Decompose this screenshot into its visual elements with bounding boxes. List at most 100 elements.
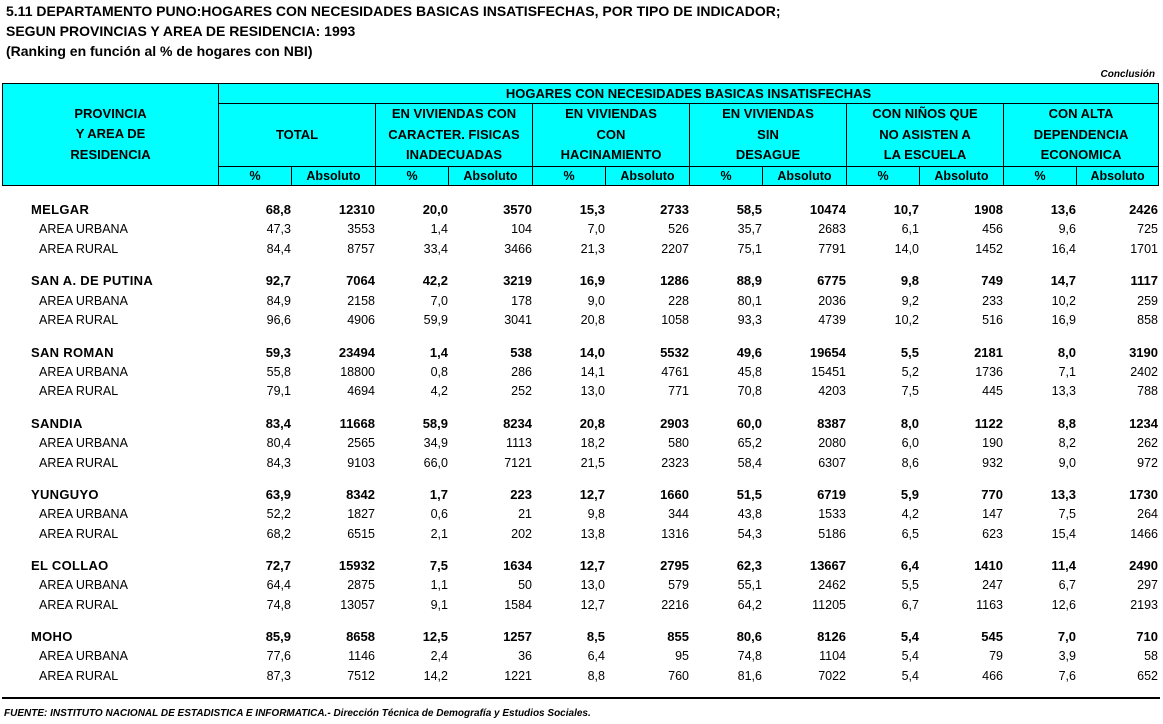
row-label: EL COLLAO [31,558,109,574]
row-label: MOHO [31,629,73,645]
abs-cell: 1908 [974,202,1003,218]
spacer-cell [2,543,1158,555]
group-header-line: EN VIVIENDAS CON [391,106,517,122]
pct-cell: 77,6 [266,649,291,664]
pct-cell: 96,6 [266,313,291,328]
abs-cell: 855 [667,629,689,645]
abs-cell: 2462 [818,578,846,593]
abs-cell: 580 [668,435,689,450]
abs-cell: 1660 [660,486,689,502]
abs-cell: 6775 [817,273,846,289]
pct-cell: 8,8 [587,669,605,684]
group-header-line: DEPENDENCIA [1033,126,1129,142]
pct-cell: 12,6 [1051,597,1076,612]
abs-cell: 7121 [504,455,532,470]
main-header: HOGARES CON NECESIDADES BASICAS INSATISF… [217,83,1160,104]
abs-cell: 15451 [811,364,846,379]
abs-cell: 1058 [661,313,689,328]
col-header-abs: Absoluto [448,166,533,186]
pct-cell: 60,0 [736,415,762,431]
pct-cell: 14,0 [579,344,605,360]
abs-cell: 725 [1137,222,1158,237]
spacer-cell [2,472,1158,484]
abs-cell: 8658 [346,629,375,645]
pct-cell: 64,2 [737,597,762,612]
pct-cell: 1,4 [429,344,448,360]
province-column-header: PROVINCIA Y AREA DE RESIDENCIA [2,83,219,186]
col-header-pct: % [689,166,763,186]
group-header-hacinamiento: EN VIVIENDAS CON HACINAMIENTO [532,103,690,167]
abs-cell: 2181 [974,344,1003,360]
pct-cell: 20,8 [579,415,605,431]
abs-cell: 445 [982,384,1003,399]
row-label: AREA RURAL [39,313,119,328]
pct-cell: 9,0 [587,293,605,308]
abs-cell: 50 [518,578,532,593]
pct-cell: 18,2 [580,435,605,450]
abs-cell: 2158 [347,293,375,308]
abs-cell: 7022 [818,669,846,684]
pct-cell: 16,9 [579,273,605,289]
pct-cell: 84,9 [266,293,291,308]
pct-cell: 15,4 [1051,526,1076,541]
col-header-pct: % [1003,166,1077,186]
pct-cell: 79,1 [266,384,291,399]
abs-cell: 1234 [1129,415,1158,431]
abs-cell: 2323 [661,455,689,470]
abs-cell: 9103 [347,455,375,470]
pct-cell: 5,4 [901,669,919,684]
group-header-caracter: EN VIVIENDAS CON CARACTER. FISICAS INADE… [375,103,533,167]
area-rural-row: AREA RURAL 87,3 7512 14,2 1221 8,8 760 81,6 7022… [2,666,1158,686]
pct-cell: 5,9 [900,486,919,502]
pct-cell: 7,5 [901,384,919,399]
abs-cell: 6307 [818,455,846,470]
pct-cell: 42,2 [422,273,448,289]
abs-cell: 4694 [347,384,375,399]
abs-cell: 1466 [1130,526,1158,541]
abs-cell: 21 [518,507,532,522]
abs-cell: 1736 [975,364,1003,379]
abs-cell: 516 [982,313,1003,328]
pct-cell: 0,6 [430,507,448,522]
abs-cell: 11205 [812,597,846,612]
col-header-pct: % [532,166,606,186]
abs-cell: 932 [982,455,1003,470]
pct-cell: 21,3 [580,241,605,256]
abs-cell: 4906 [347,313,375,328]
pct-cell: 6,7 [901,597,919,612]
province-row: EL COLLAO 72,7 15932 7,5 1634 12,7 2795 62,3 136… [2,556,1158,576]
row-label: AREA RURAL [39,597,119,612]
abs-cell: 1584 [504,597,532,612]
abs-cell: 104 [511,222,532,237]
pct-cell: 2,1 [430,526,448,541]
pct-cell: 14,7 [1050,273,1076,289]
pct-cell: 58,5 [736,202,762,218]
group-header-total: TOTAL [218,103,376,167]
province-row: SANDIA 83,4 11668 58,9 8234 20,8 2903 60,0 8387 8… [2,414,1158,434]
spacer-row [2,615,1158,627]
pct-cell: 6,4 [587,649,605,664]
pct-cell: 8,5 [586,629,605,645]
abs-cell: 6719 [817,486,846,502]
abs-cell: 1410 [974,558,1003,574]
abs-cell: 15932 [338,558,375,574]
abs-cell: 2683 [818,222,846,237]
table-header: PROVINCIA Y AREA DE RESIDENCIA HOGARES C… [2,83,1160,186]
abs-cell: 788 [1137,384,1158,399]
abs-cell: 147 [982,507,1003,522]
area-rural-row: AREA RURAL 84,3 9103 66,0 7121 21,5 2323 58,4 63… [2,453,1158,473]
pct-cell: 13,3 [1051,384,1076,399]
pct-cell: 80,4 [266,435,291,450]
area-urbana-row: AREA URBANA 55,8 18800 0,8 286 14,1 4761 45,8 15… [2,362,1158,382]
abs-cell: 2795 [660,558,689,574]
abs-cell: 2565 [347,435,375,450]
abs-cell: 2426 [1129,202,1158,218]
abs-cell: 770 [981,486,1003,502]
title-line-3: (Ranking en función al % de hogares con … [6,43,313,59]
row-label: MELGAR [31,202,90,218]
pct-cell: 74,8 [266,597,291,612]
pct-cell: 83,4 [265,415,291,431]
abs-cell: 4203 [818,384,846,399]
col-header-abs: Absoluto [762,166,847,186]
col-header-pct: % [218,166,292,186]
